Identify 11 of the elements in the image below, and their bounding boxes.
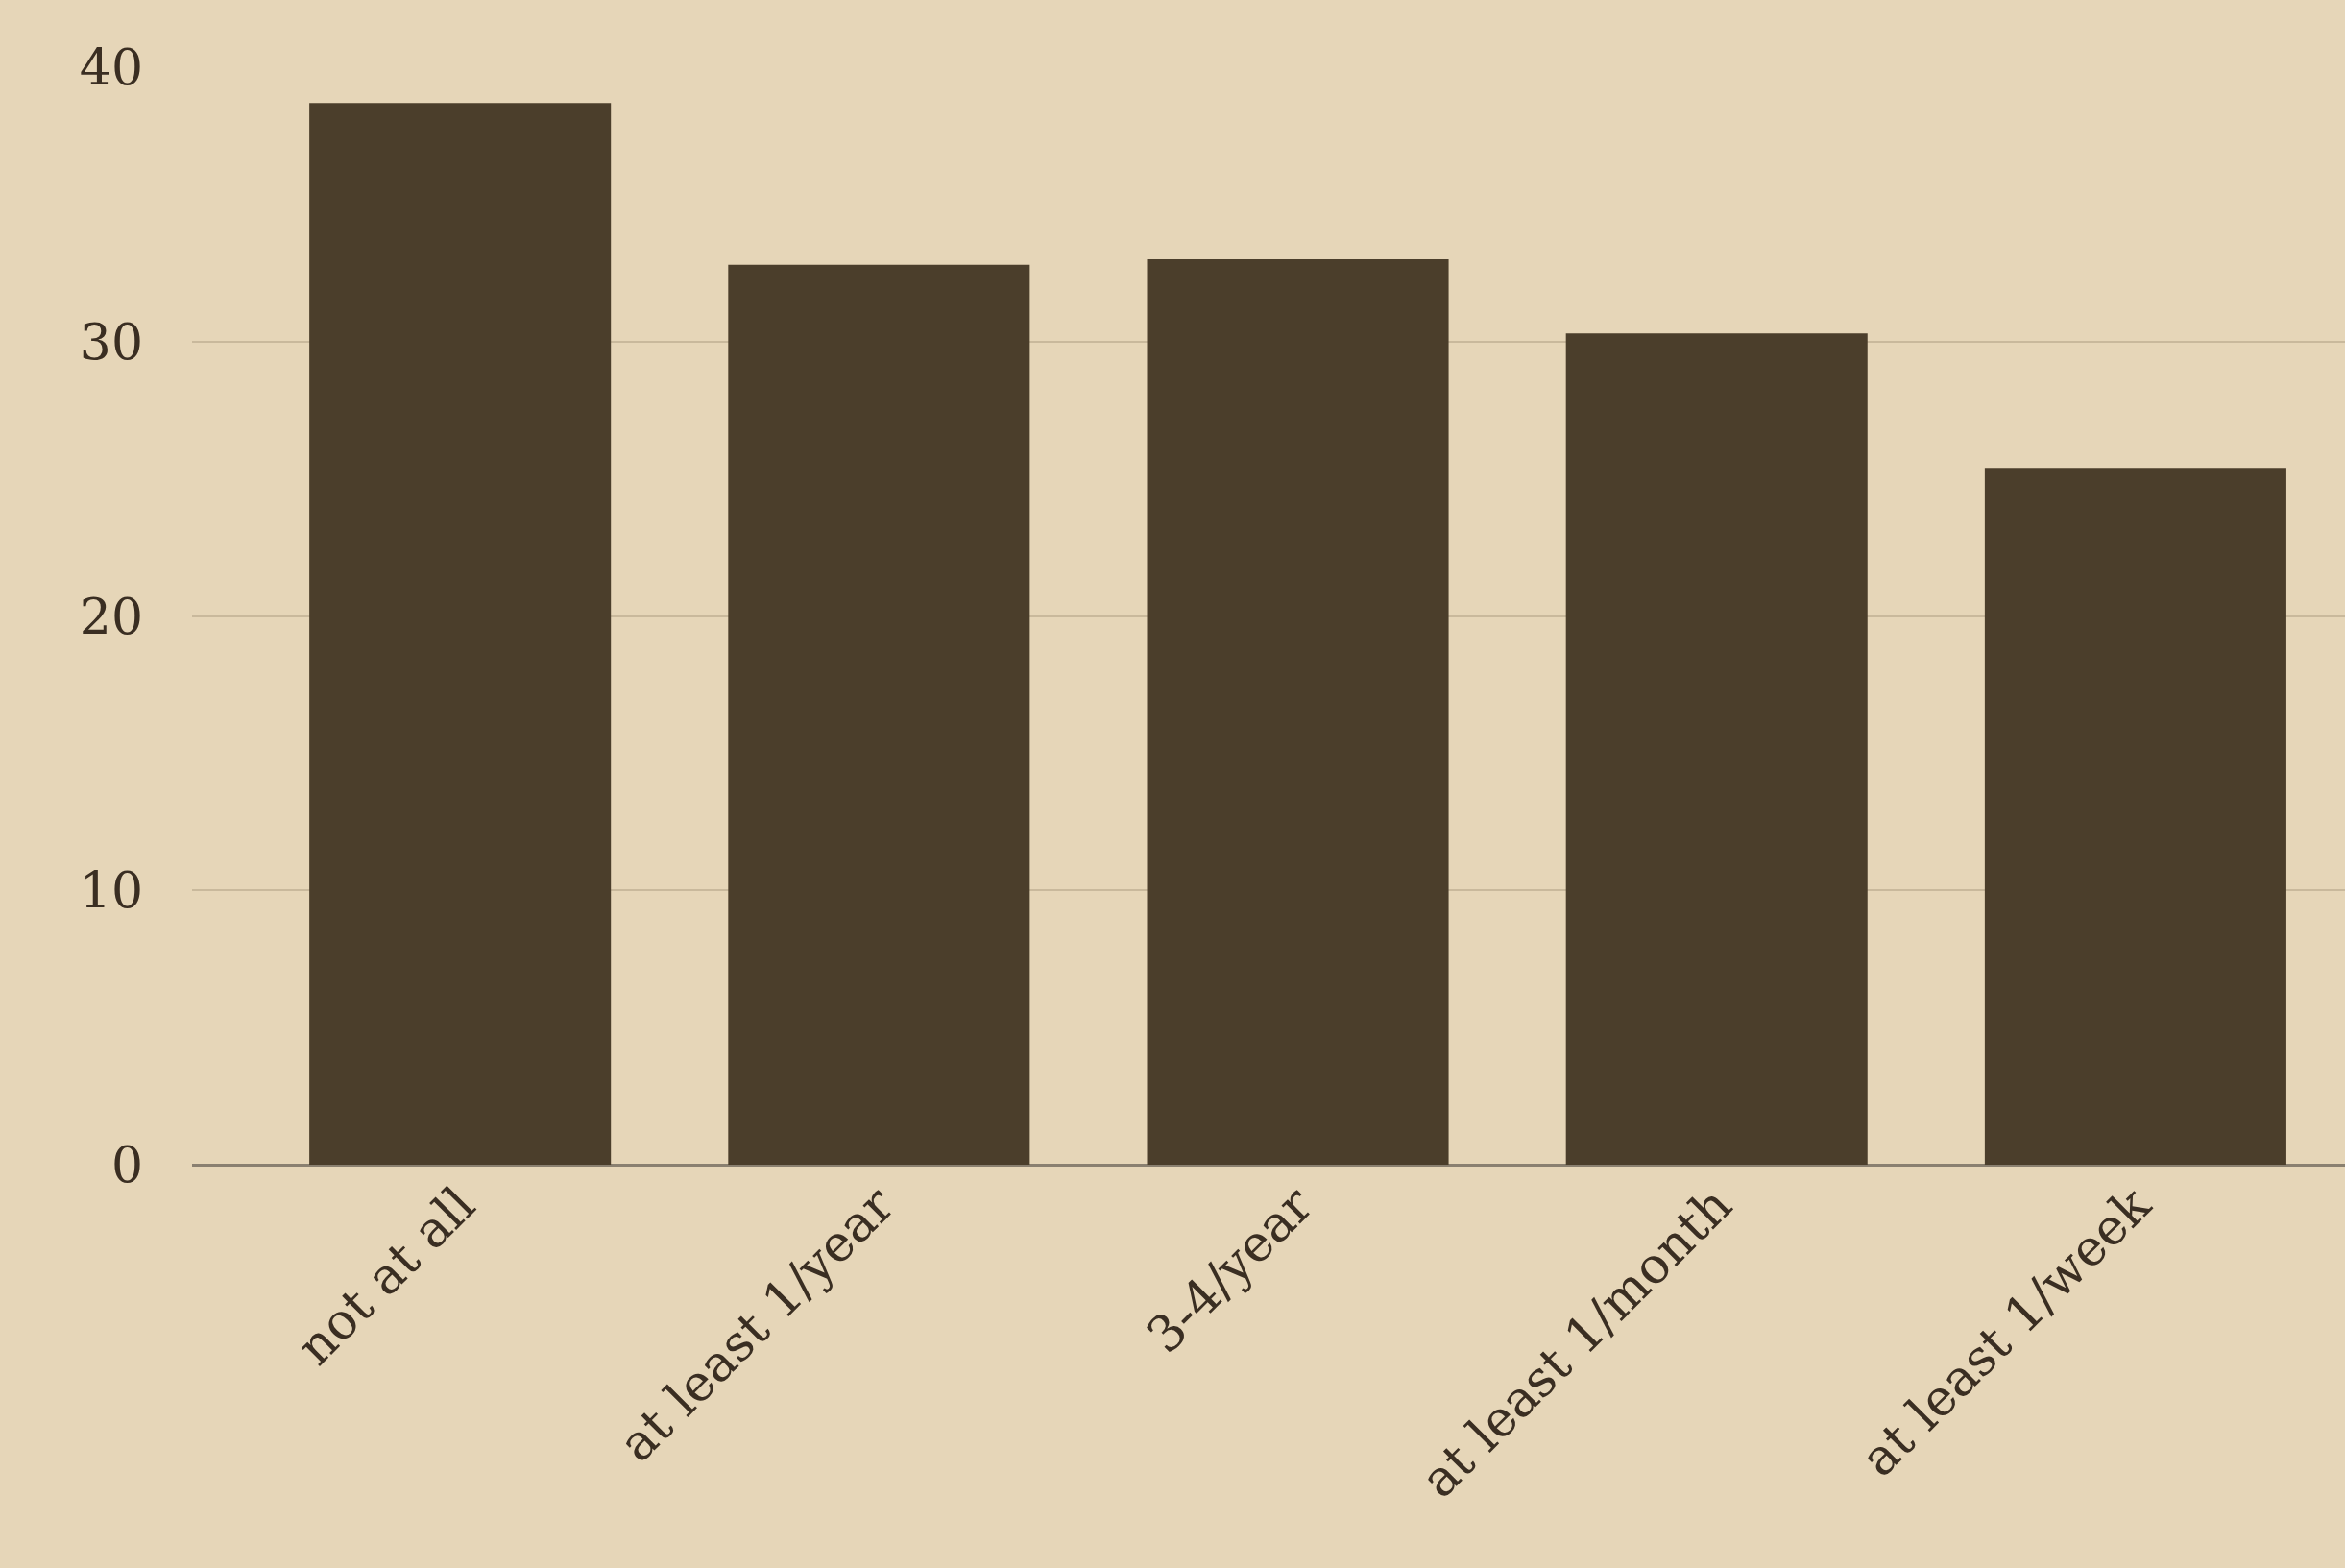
bar [309, 103, 612, 1165]
y-tick-label: 40 [79, 38, 143, 97]
bar [1147, 259, 1449, 1165]
y-tick-label: 0 [110, 1136, 143, 1194]
y-tick-label: 10 [79, 861, 143, 920]
y-tick-label: 20 [79, 587, 143, 645]
bar [728, 264, 1030, 1165]
x-tick-label: not at all [285, 1175, 487, 1376]
bar [1565, 333, 1868, 1165]
bar [1984, 468, 2286, 1165]
y-tick-label: 30 [79, 312, 143, 371]
